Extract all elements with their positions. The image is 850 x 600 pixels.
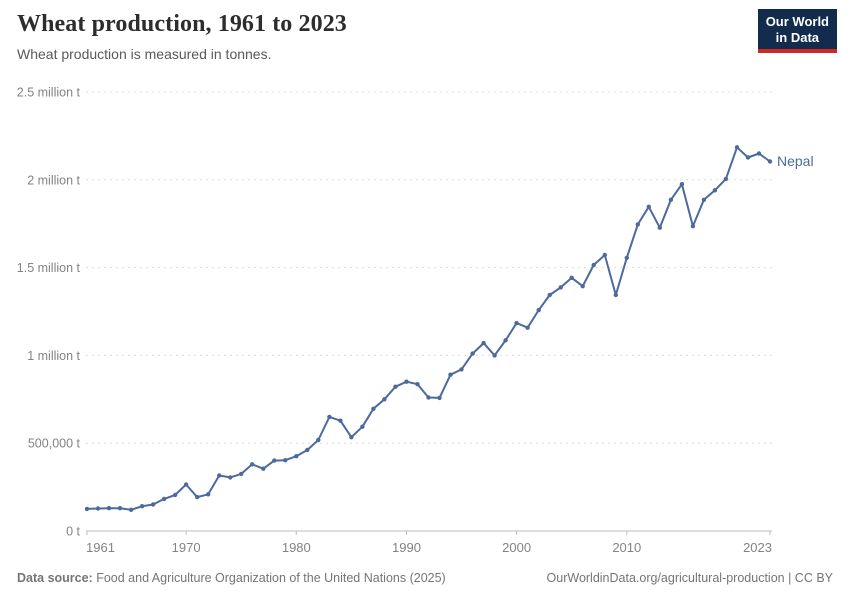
attribution-link[interactable]: OurWorldinData.org/agricultural-producti…: [546, 571, 833, 586]
y-axis-label: 2.5 million t: [17, 86, 81, 100]
data-point[interactable]: [327, 414, 332, 420]
data-point[interactable]: [393, 384, 398, 389]
data-point[interactable]: [745, 155, 751, 160]
data-point[interactable]: [591, 262, 596, 268]
data-point[interactable]: [195, 494, 200, 500]
y-axis-label: 1.5 million t: [17, 261, 81, 275]
data-point[interactable]: [316, 437, 321, 443]
data-point[interactable]: [84, 506, 90, 512]
data-point[interactable]: [646, 204, 651, 209]
data-point[interactable]: [172, 492, 178, 498]
y-axis-label: 0 t: [66, 525, 80, 539]
data-point[interactable]: [95, 506, 101, 511]
data-point[interactable]: [217, 473, 222, 478]
data-point[interactable]: [756, 151, 762, 156]
data-point[interactable]: [558, 285, 563, 290]
data-point[interactable]: [338, 418, 343, 423]
y-axis-label: 1 million t: [27, 349, 80, 363]
data-point[interactable]: [657, 225, 662, 230]
data-point[interactable]: [183, 482, 189, 487]
data-point[interactable]: [624, 255, 629, 260]
data-point[interactable]: [294, 454, 299, 459]
data-point[interactable]: [701, 197, 707, 202]
data-point[interactable]: [602, 252, 607, 258]
data-point[interactable]: [690, 224, 696, 229]
series-end-label[interactable]: Nepal: [777, 153, 814, 169]
data-point[interactable]: [569, 275, 574, 280]
data-point[interactable]: [426, 395, 431, 400]
data-point[interactable]: [239, 471, 244, 477]
x-axis-label: 2010: [612, 540, 641, 555]
data-point[interactable]: [492, 353, 497, 358]
data-point[interactable]: [305, 447, 310, 453]
data-point[interactable]: [139, 504, 145, 509]
x-axis-label: 2000: [502, 540, 531, 555]
data-point[interactable]: [206, 492, 211, 497]
data-point[interactable]: [470, 351, 475, 356]
data-point[interactable]: [117, 506, 123, 511]
x-axis-label: 2023: [743, 540, 772, 555]
x-axis-label: 1970: [172, 540, 201, 555]
data-point[interactable]: [272, 458, 277, 463]
series-line-nepal[interactable]: [86, 146, 771, 511]
data-point[interactable]: [150, 502, 156, 507]
data-point[interactable]: [261, 466, 266, 471]
data-point[interactable]: [106, 506, 112, 511]
y-axis-label: 500,000 t: [28, 437, 81, 451]
data-point[interactable]: [635, 222, 640, 227]
data-point[interactable]: [415, 382, 420, 387]
data-point[interactable]: [668, 197, 674, 202]
data-point[interactable]: [349, 435, 354, 440]
data-point[interactable]: [228, 475, 233, 480]
data-point[interactable]: [613, 292, 618, 298]
data-point[interactable]: [250, 462, 255, 467]
data-point[interactable]: [404, 379, 409, 384]
data-point[interactable]: [360, 424, 365, 429]
owid-logo-line1: Our World: [765, 14, 829, 29]
data-point[interactable]: [580, 284, 585, 289]
data-point[interactable]: [547, 292, 552, 298]
data-point[interactable]: [283, 458, 288, 463]
data-source-label: Data source:: [17, 571, 93, 586]
data-point[interactable]: [382, 397, 387, 402]
data-point[interactable]: [525, 325, 530, 330]
data-point[interactable]: [503, 338, 508, 343]
data-point[interactable]: [767, 159, 773, 164]
chart-footer: Data source: Food and Agriculture Organi…: [17, 571, 833, 587]
data-point[interactable]: [459, 367, 464, 372]
data-source-text: Food and Agriculture Organization of the…: [92, 571, 446, 586]
data-point[interactable]: [437, 395, 442, 401]
y-axis-label: 2 million t: [27, 173, 80, 187]
data-point[interactable]: [161, 496, 167, 502]
data-point[interactable]: [723, 176, 729, 182]
page-title: Wheat production, 1961 to 2023: [17, 11, 347, 37]
chart-header: Wheat production, 1961 to 2023 Wheat pro…: [17, 11, 740, 62]
owid-logo-line2: in Data: [775, 30, 820, 45]
data-point[interactable]: [371, 406, 376, 411]
data-point[interactable]: [536, 307, 541, 313]
data-point[interactable]: [514, 320, 519, 326]
data-source: Data source: Food and Agriculture Organi…: [17, 571, 446, 587]
x-axis-label: 1980: [282, 540, 311, 555]
data-point[interactable]: [679, 182, 685, 187]
data-point[interactable]: [128, 507, 134, 512]
data-point[interactable]: [448, 372, 453, 377]
x-axis-label: 1990: [392, 540, 421, 555]
chart-subtitle: Wheat production is measured in tonnes.: [17, 45, 272, 62]
x-axis-label: 1961: [86, 540, 115, 555]
data-point[interactable]: [712, 188, 718, 193]
owid-logo[interactable]: Our World in Data: [757, 9, 837, 53]
data-point[interactable]: [481, 340, 486, 346]
data-point[interactable]: [734, 145, 740, 150]
